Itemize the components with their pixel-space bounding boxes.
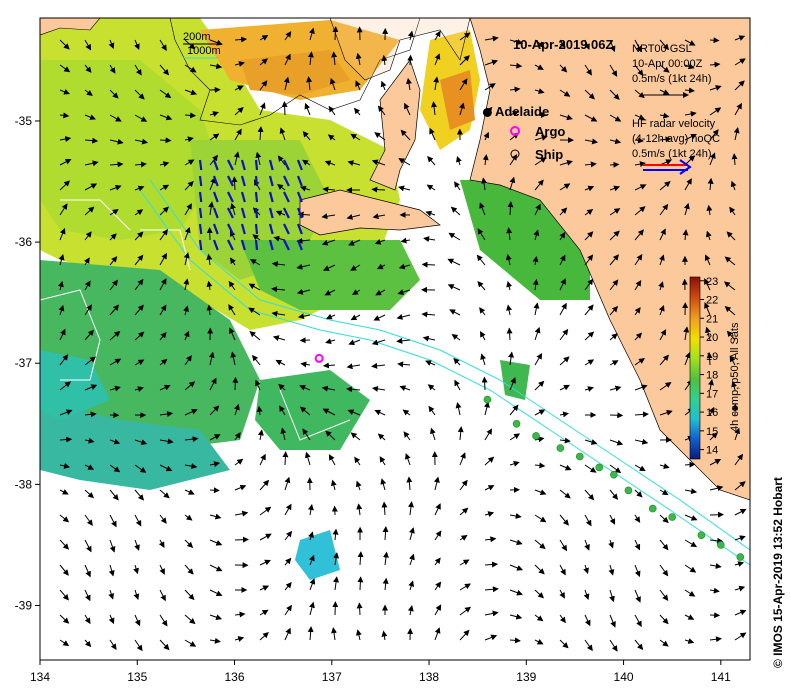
bathymetry <box>40 179 750 566</box>
velocity-arrows <box>57 26 747 652</box>
x-axis: 134 135 136 137 138 139 140 141 <box>30 660 731 684</box>
gsl-legend-line1: NRT00 GSL <box>632 43 692 55</box>
depth-legend: 200m 1000m <box>183 31 221 59</box>
adelaide-label: Adelaide <box>495 104 549 119</box>
adelaide-marker <box>482 107 492 117</box>
ship-position <box>624 486 633 495</box>
colorbar-tick-label: 22 <box>706 295 718 307</box>
x-tick-label: 138 <box>419 670 439 684</box>
ship-label: Ship <box>535 147 563 162</box>
gsl-legend: NRT00 GSL 10-Apr 00:00Z 0.5m/s (1kt 24h) <box>632 43 711 98</box>
hf-radar-arrows <box>198 159 303 251</box>
colorbar-tick-label: 17 <box>706 388 718 400</box>
depth-legend-1000m: 1000m <box>187 45 221 57</box>
x-tick-label: 139 <box>516 670 536 684</box>
argo-legend: Argo <box>510 124 565 139</box>
ship-legend: Ship <box>510 147 563 162</box>
ship-position <box>697 531 706 540</box>
credit-text: © IMOS 15-Apr-2019 13:52 Hobart <box>771 477 785 668</box>
x-tick-label: 140 <box>614 670 634 684</box>
ship-position <box>610 470 618 479</box>
x-tick-label: 141 <box>711 670 731 684</box>
ship-position <box>595 463 604 472</box>
argo-float-marker <box>314 353 324 363</box>
y-axis: -35 -36 -37 -38 -39 <box>15 114 40 612</box>
colorbar-tick-label: 20 <box>706 332 718 344</box>
ship-position <box>575 452 584 461</box>
ship-position <box>532 432 540 440</box>
y-tick-label: -36 <box>15 235 33 249</box>
argo-icon <box>314 353 324 363</box>
y-tick-label: -35 <box>15 114 33 128</box>
ship-track <box>483 395 745 561</box>
hf-legend-line2: (4-12h avg) noQC <box>632 133 720 145</box>
x-tick-label: 136 <box>225 670 245 684</box>
argo-label: Argo <box>535 124 565 139</box>
gsl-legend-line3: 0.5m/s (1kt 24h) <box>632 73 711 85</box>
colorbar-tick-label: 16 <box>706 407 718 419</box>
colorbar-gradient <box>689 276 701 460</box>
ship-position <box>483 395 492 404</box>
y-tick-label: -37 <box>15 356 33 370</box>
x-tick-label: 137 <box>322 670 342 684</box>
colorbar-tick-label: 21 <box>706 313 718 325</box>
gsl-legend-line2: 10-Apr 00:00Z <box>632 58 703 70</box>
colorbar-tick-label: 14 <box>706 445 718 457</box>
ship-position <box>648 504 657 513</box>
x-tick-label: 134 <box>30 670 50 684</box>
colorbar: 14 15 16 17 18 19 20 21 22 23 4h comp, p50, All S… <box>689 276 741 460</box>
colorbar-tick-label: 15 <box>706 426 718 438</box>
colorbar-tick-label: 19 <box>706 351 718 363</box>
colorbar-tick-label: 18 <box>706 370 718 382</box>
hf-legend-line3: 0.5m/s (1kt 24h) <box>632 148 711 160</box>
plot-frame <box>39 17 751 661</box>
ship-position <box>512 419 521 428</box>
colorbar-tick-label: 23 <box>706 276 718 288</box>
sst-field <box>40 18 590 580</box>
y-tick-label: -38 <box>15 477 33 491</box>
colorbar-label: 4h comp, p50, All Sats <box>729 322 741 432</box>
y-tick-label: -39 <box>15 598 33 612</box>
ship-position <box>736 553 745 561</box>
hf-legend: HF radar velocity (4-12h avg) noQC 0.5m/… <box>632 118 720 175</box>
hf-legend-line1: HF radar velocity <box>632 118 716 130</box>
ship-position <box>717 541 725 549</box>
x-tick-label: 135 <box>127 670 147 684</box>
adelaide-dot-icon <box>482 107 492 117</box>
map-title: 10-Apr-2019 06Z <box>513 37 613 52</box>
ship-position <box>668 513 676 521</box>
depth-legend-200m: 200m <box>183 31 211 43</box>
ship-position <box>556 444 565 452</box>
